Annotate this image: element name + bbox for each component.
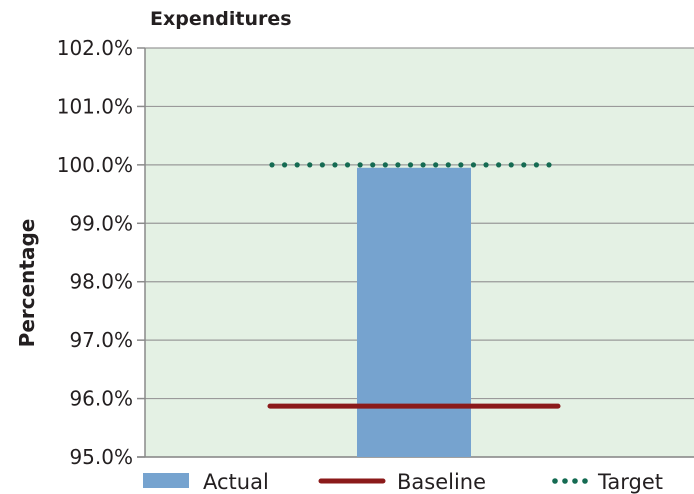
- legend-dot: [582, 478, 588, 484]
- legend-swatch-target: [552, 478, 588, 484]
- y-tick-label: 98.0%: [69, 270, 133, 294]
- legend-label-target: Target: [597, 470, 663, 494]
- target-point: [307, 162, 313, 168]
- target-point: [344, 162, 351, 168]
- target-point: [407, 162, 414, 168]
- target-point: [382, 162, 388, 168]
- target-point: [496, 162, 502, 168]
- target-point: [269, 162, 275, 168]
- target-point: [433, 162, 439, 168]
- legend-dot: [562, 478, 568, 484]
- legend-dot: [552, 478, 558, 484]
- target-point: [445, 162, 451, 168]
- y-tick-label: 95.0%: [69, 445, 133, 469]
- target-point: [483, 162, 489, 168]
- target-line: [269, 162, 552, 168]
- target-point: [470, 162, 477, 168]
- bar-actual: [357, 167, 471, 457]
- y-tick-label: 100.0%: [57, 153, 133, 177]
- target-point: [458, 162, 464, 168]
- legend-label-baseline: Baseline: [397, 470, 486, 494]
- legend-swatch-actual: [143, 473, 189, 488]
- target-point: [420, 162, 426, 168]
- target-point: [395, 162, 401, 168]
- target-point: [319, 162, 325, 168]
- y-tick-label: 96.0%: [69, 387, 133, 411]
- target-point: [521, 162, 527, 168]
- target-point: [294, 162, 300, 168]
- target-point: [533, 162, 540, 168]
- y-tick-label: 102.0%: [57, 36, 133, 60]
- target-point: [508, 162, 514, 168]
- y-tick-label: 99.0%: [69, 211, 133, 235]
- target-point: [332, 162, 338, 168]
- legend-dot: [572, 478, 578, 484]
- chart-title: Expenditures: [150, 8, 292, 30]
- y-tick-label: 101.0%: [57, 94, 133, 118]
- legend-label-actual: Actual: [203, 470, 269, 494]
- y-tick-label: 97.0%: [69, 328, 133, 352]
- target-point: [370, 162, 376, 168]
- target-point: [281, 162, 288, 168]
- target-point: [357, 162, 363, 168]
- target-point: [546, 162, 552, 168]
